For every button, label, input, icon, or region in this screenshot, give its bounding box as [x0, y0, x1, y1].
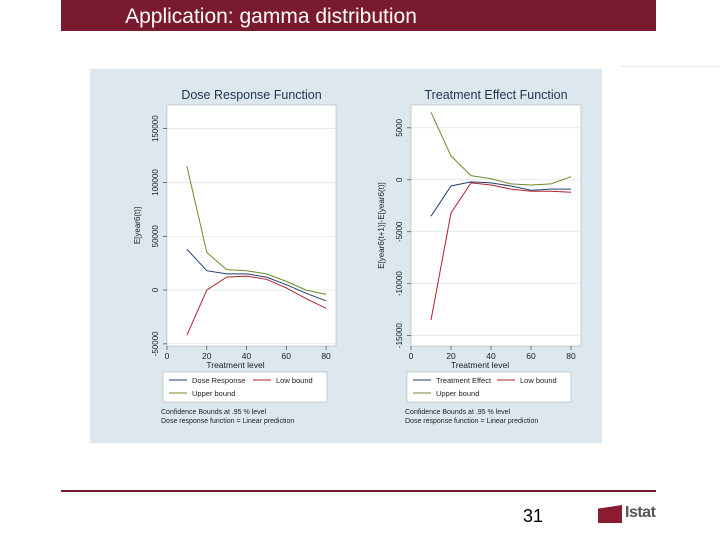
title-bar: Application: gamma distribution	[61, 0, 656, 31]
x-tick-label: 60	[526, 351, 536, 361]
charts-svg: Dose Response Function-50000050000100000…	[133, 88, 582, 425]
x-tick-label: 80	[321, 351, 331, 361]
chart-note: Dose response function = Linear predicti…	[405, 418, 538, 425]
figure-panel: Dose Response Function -50000 0 50000 100000…	[90, 69, 602, 443]
y-tick-label: 50000	[151, 225, 160, 248]
x-tick-label: 0	[409, 351, 414, 361]
series-line-treatment-effect	[430, 181, 571, 217]
series-line-low-bound	[186, 275, 327, 336]
legend-label: Low bound	[520, 376, 557, 385]
chart-title: Dose Response Function	[181, 88, 321, 102]
legend-label: Treatment Effect	[436, 376, 492, 385]
chart-title: Treatment Effect Function	[424, 88, 567, 102]
x-tick-label: 0	[165, 351, 170, 361]
legend-label: Low bound	[276, 376, 313, 385]
y-tick-label: 5000	[395, 118, 404, 136]
x-tick-label: 20	[446, 351, 456, 361]
bottom-rule	[61, 490, 656, 492]
y-tick-label: -10000	[395, 271, 404, 296]
series-line-dose-response	[186, 248, 327, 302]
plot-area	[410, 104, 582, 347]
y-tick-label: 0	[395, 177, 404, 182]
series-line-upper-bound	[430, 112, 572, 186]
legend-label: Dose Response	[192, 376, 245, 385]
y-axis-label: E[year6(t)]	[133, 207, 142, 244]
y-axis-label: E[year6(t+1)]-E[year6(t)]	[377, 182, 386, 268]
x-tick-label: 60	[282, 351, 292, 361]
y-tick-label: 150000	[151, 115, 160, 142]
y-tick-label: -15000	[395, 323, 404, 348]
chart-note: Confidence Bounds at .95 % level	[405, 409, 511, 416]
y-tick-label: -5000	[395, 221, 404, 242]
series-line-upper-bound	[186, 166, 327, 295]
page-number: 31	[522, 506, 544, 526]
istat-logo: Istat	[598, 503, 658, 525]
series-line-low-bound	[430, 182, 572, 321]
top-rule	[620, 66, 720, 67]
chart-note: Dose response function = Linear predicti…	[161, 418, 294, 425]
x-axis-label: Treatment level	[451, 360, 509, 370]
legend-box	[406, 371, 572, 403]
x-axis-label: Treatment level	[206, 360, 264, 370]
logo-text: Istat	[625, 504, 656, 521]
legend-label: Upper bound	[192, 389, 235, 398]
legend-box	[162, 371, 328, 403]
x-tick-label: 40	[242, 351, 252, 361]
chart-note: Confidence Bounds at .95 % level	[161, 409, 267, 416]
y-tick-label: 100000	[151, 169, 160, 196]
y-tick-label: 0	[151, 287, 160, 292]
plot-area	[166, 104, 337, 347]
legend-label: Upper bound	[436, 389, 479, 398]
x-tick-label: 20	[202, 351, 212, 361]
slide-title: Application: gamma distribution	[125, 5, 417, 28]
y-tick-label: -50000	[151, 331, 160, 356]
x-tick-label: 40	[486, 351, 496, 361]
logo-mark-icon	[598, 505, 622, 523]
x-tick-label: 80	[566, 351, 576, 361]
